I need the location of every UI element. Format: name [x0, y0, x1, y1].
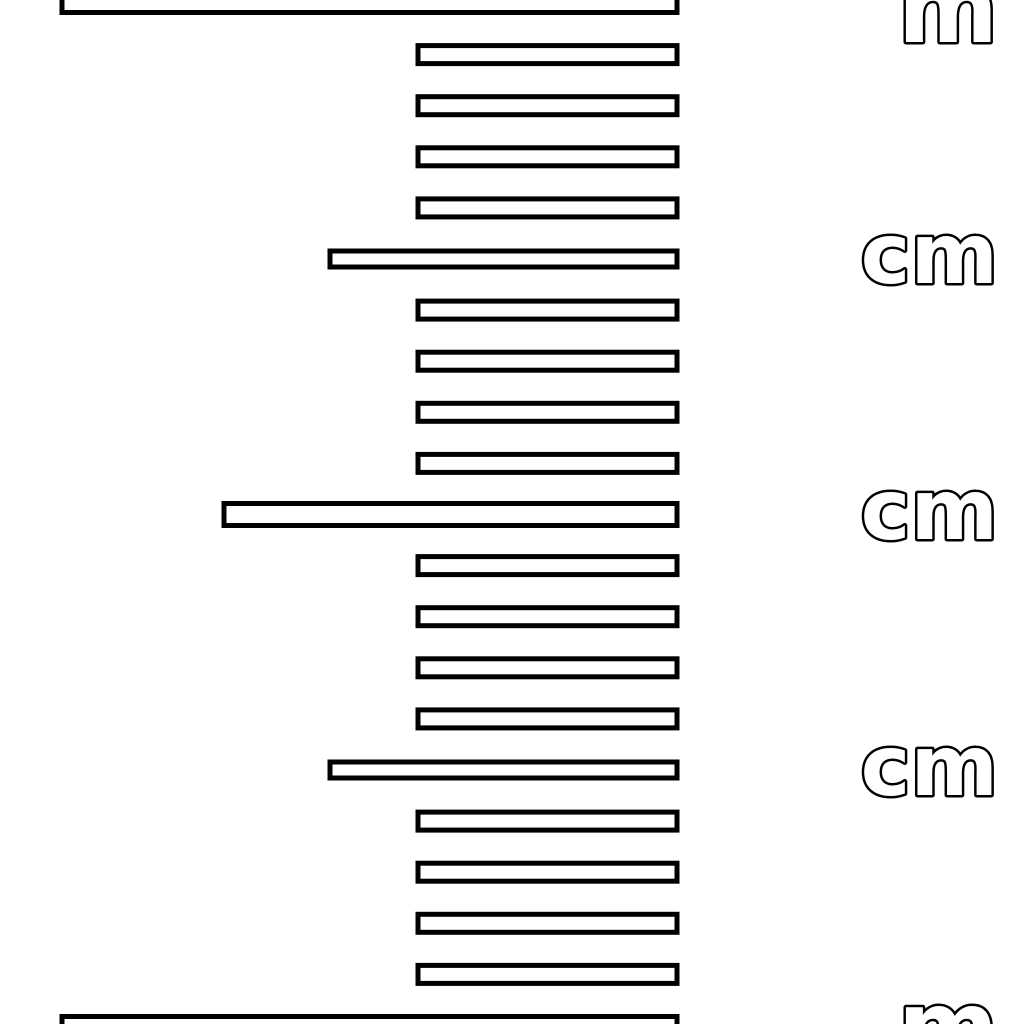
tick-minor-13	[415, 656, 680, 680]
tick-minor-4	[415, 196, 680, 220]
tick-major-0	[59, 0, 680, 15]
tick-marks	[59, 0, 680, 1024]
tick-minor-14	[415, 707, 680, 731]
tick-minor-12	[415, 605, 680, 629]
tick-quarter-5	[327, 248, 680, 270]
unit-label-middle: cm	[861, 461, 998, 559]
unit-label-top: m	[898, 0, 998, 65]
tick-major-20	[59, 1014, 680, 1024]
tick-minor-9	[415, 451, 680, 475]
tick-minor-17	[415, 860, 680, 884]
unit-label-lower: cm	[861, 717, 998, 815]
tick-minor-2	[415, 94, 680, 118]
tick-minor-18	[415, 911, 680, 935]
tick-minor-1	[415, 43, 680, 67]
unit-label-bottom: m	[898, 971, 998, 1024]
tick-minor-19	[415, 962, 680, 986]
tick-minor-8	[415, 400, 680, 424]
tick-quarter-15	[327, 759, 680, 781]
tick-minor-16	[415, 809, 680, 833]
tick-minor-3	[415, 145, 680, 169]
tick-minor-6	[415, 298, 680, 322]
tick-half-10	[221, 501, 680, 528]
tick-minor-7	[415, 349, 680, 373]
unit-label-upper: cm	[861, 205, 998, 303]
tick-minor-11	[415, 554, 680, 578]
